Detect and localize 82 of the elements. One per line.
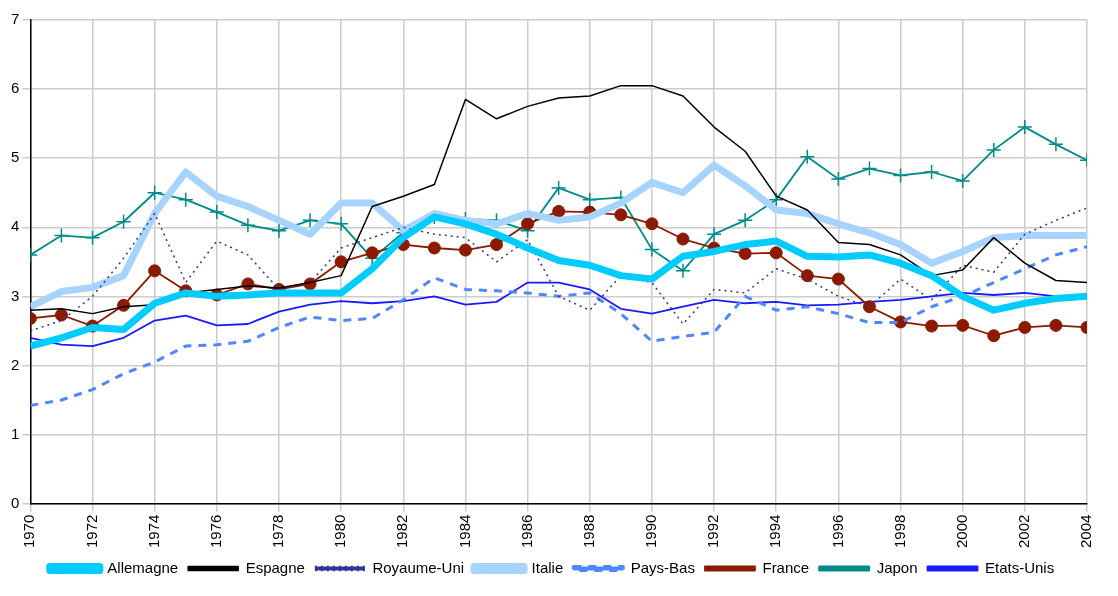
y-tick-label: 1 [11,424,20,442]
point [800,269,814,283]
point [333,216,349,232]
point [923,164,940,180]
x-tick-label: 1974 [144,514,162,549]
y-tick-label: 4 [11,217,20,235]
point [676,232,690,246]
point [550,180,567,196]
x-tick-label: 1988 [579,514,597,549]
y-tick-label: 0 [11,493,20,511]
legend-label: Pays-Bas [630,558,695,576]
point [956,318,970,332]
point [365,246,379,260]
x-tick-label: 1996 [828,514,846,549]
point [925,319,939,333]
point [738,247,752,261]
point [302,212,318,229]
point [490,238,504,252]
x-tick-label: 1978 [269,514,287,549]
point [552,204,566,218]
x-tick-label: 1970 [20,514,38,549]
x-tick-label: 1992 [704,514,722,549]
point [1017,119,1033,135]
x-tick-label: 1972 [82,514,100,549]
y-tick-label: 5 [11,148,20,166]
legend-label: Japon [876,558,918,576]
x-tick-label: 1984 [455,514,473,549]
point [861,160,878,177]
legend-label: Allemagne [107,558,179,576]
point [458,243,472,257]
point [1049,318,1063,332]
legend-label: Espagne [245,558,305,576]
point [645,217,659,231]
point [769,246,783,260]
point [987,329,1001,343]
point [644,241,660,258]
point [862,300,876,314]
point [768,191,784,208]
point [954,173,971,189]
point [84,229,101,246]
point [830,171,847,187]
point [1018,320,1032,334]
point [582,191,598,208]
point [831,272,845,286]
y-tick-label: 7 [11,10,20,28]
point [521,217,535,231]
point [148,264,162,278]
point [271,222,287,239]
point [209,204,225,220]
x-tick-label: 1998 [890,514,908,549]
point [986,142,1002,158]
point [334,255,348,269]
x-tick-label: 1980 [331,514,349,549]
point [146,184,163,201]
legend-label: Etats-Unis [985,558,1055,576]
point [737,212,753,229]
x-tick-label: 1994 [766,514,784,549]
x-tick-label: 2002 [1014,514,1032,549]
x-tick-label: 2000 [952,514,970,549]
x-tick-label: 1990 [642,514,660,549]
point [115,213,132,230]
point [706,226,722,242]
point [1048,136,1064,153]
point [799,149,816,165]
y-tick-label: 6 [11,79,20,97]
y-tick-label: 2 [11,355,20,373]
x-tick-label: 2004 [1077,514,1095,549]
point [427,241,441,255]
x-tick-label: 1986 [517,514,535,549]
point [614,208,628,222]
legend-label: Royaume-Uni [372,558,465,576]
point [892,167,909,184]
point [53,227,70,244]
x-tick-label: 1982 [393,514,411,549]
point [240,217,256,233]
point [177,191,194,208]
legend-label: Italie [531,558,564,576]
point [54,308,68,322]
y-tick-label: 3 [11,286,20,304]
legend-label: France [762,558,810,576]
point [675,263,691,279]
x-tick-label: 1976 [206,514,224,549]
